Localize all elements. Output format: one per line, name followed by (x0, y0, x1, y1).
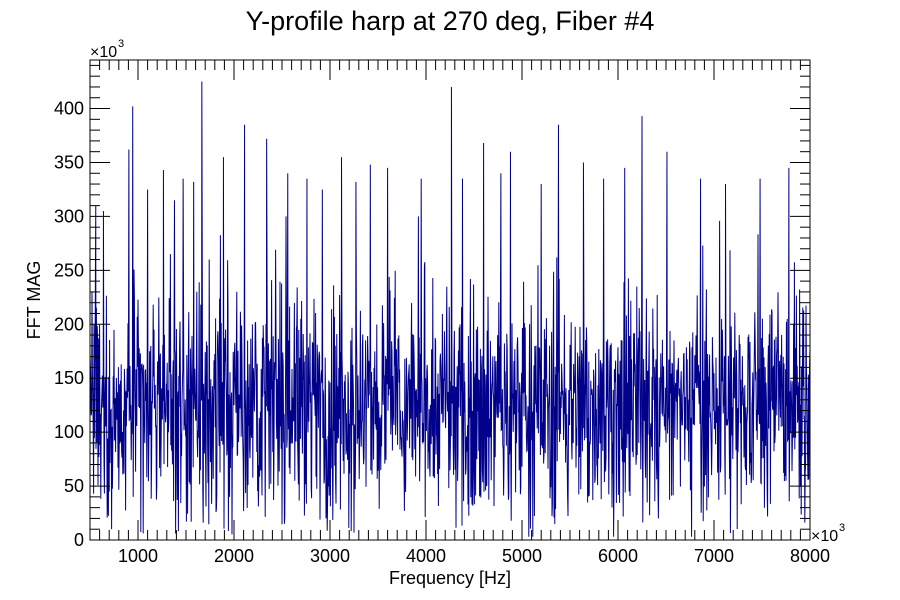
x-tick-label: 2000 (214, 546, 254, 566)
y-multiplier: ×10 3 (90, 38, 124, 61)
y-tick-label: 50 (64, 476, 84, 496)
y-tick-label: 200 (54, 314, 84, 334)
x-tick-label: 5000 (502, 546, 542, 566)
x-tick-label: 6000 (598, 546, 638, 566)
x-multiplier-base: ×10 (811, 528, 838, 545)
y-tick-label: 100 (54, 422, 84, 442)
x-axis: 1000 2000 3000 4000 5000 6000 7000 8000 (89, 60, 830, 566)
y-multiplier-base: ×10 (90, 44, 117, 61)
fft-magnitude-series (89, 81, 811, 537)
y-tick-label: 300 (54, 206, 84, 226)
x-tick-label: 4000 (406, 546, 446, 566)
x-multiplier: ×10 3 (811, 522, 845, 545)
y-tick-label: 0 (74, 530, 84, 550)
y-tick-label: 350 (54, 152, 84, 172)
y-multiplier-exponent: 3 (118, 38, 124, 50)
x-multiplier-exponent: 3 (839, 522, 845, 534)
x-tick-label: 8000 (790, 546, 830, 566)
x-tick-label: 3000 (310, 546, 350, 566)
y-axis: 0 50 100 150 200 250 300 350 400 (54, 64, 810, 550)
x-tick-label: 1000 (118, 546, 158, 566)
y-tick-label: 400 (54, 99, 84, 119)
y-axis-label: FFT MAG (24, 261, 44, 340)
y-tick-label: 150 (54, 368, 84, 388)
y-tick-label: 250 (54, 260, 84, 280)
fft-magnitude-line (89, 81, 811, 537)
plot-area (89, 59, 811, 541)
x-axis-label: Frequency [Hz] (389, 568, 511, 588)
chart-title: Y-profile harp at 270 deg, Fiber #4 (246, 6, 655, 36)
x-tick-label: 7000 (694, 546, 734, 566)
plot-frame (89, 59, 811, 541)
